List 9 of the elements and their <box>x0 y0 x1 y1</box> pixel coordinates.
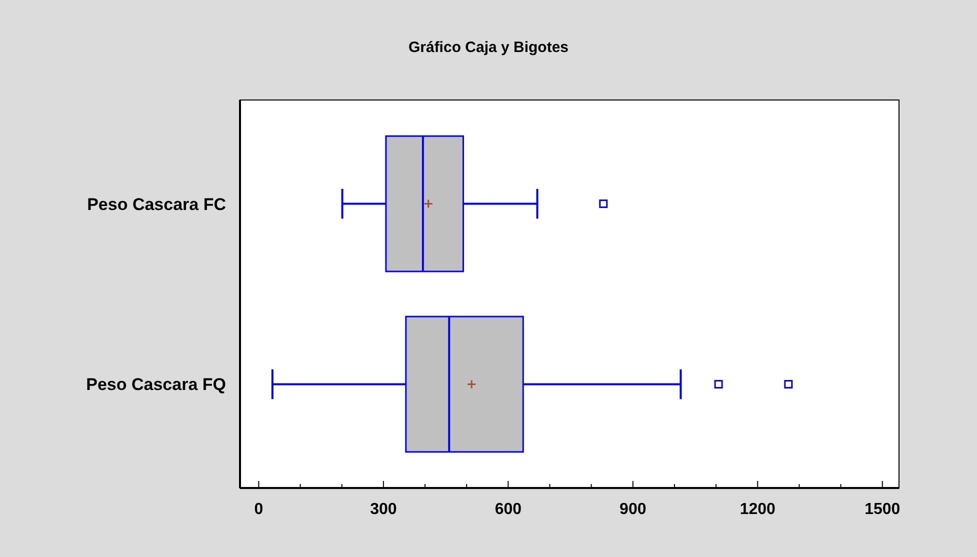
x-tick-label: 600 <box>494 501 522 518</box>
x-tick-label: 900 <box>620 501 646 518</box>
x-tick-label: 1200 <box>740 501 776 518</box>
chart-title: Gráfico Caja y Bigotes <box>408 39 569 56</box>
x-tick-label: 1500 <box>864 501 900 518</box>
x-tick-label: 0 <box>254 501 264 518</box>
y-tick-label: Peso Cascara FC <box>87 194 226 214</box>
y-tick-label: Peso Cascara FQ <box>86 375 226 394</box>
x-tick-label: 300 <box>370 501 397 518</box>
